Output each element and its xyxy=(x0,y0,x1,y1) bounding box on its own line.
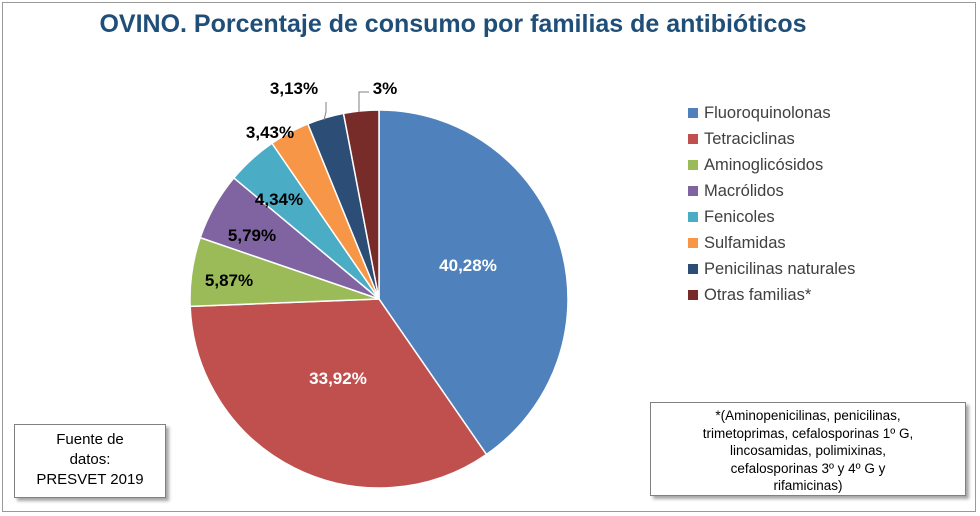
legend-swatch xyxy=(688,108,698,118)
footnote-line: cefalosporinas 3º y 4º G y xyxy=(730,460,886,476)
footnote-line: rifamicinas) xyxy=(773,478,843,493)
footnote-box: *(Aminopenicilinas, penicilinas, trimeto… xyxy=(650,402,966,496)
pie-slice-fluoroquinolonas xyxy=(378,109,569,456)
legend-swatch xyxy=(688,238,698,248)
data-label: 33,92% xyxy=(309,369,367,388)
chart-title: OVINO. Porcentaje de consumo por familia… xyxy=(99,10,807,38)
data-label: 3% xyxy=(373,79,398,98)
legend: Fluoroquinolonas Tetraciclinas Aminoglicós… xyxy=(688,100,855,308)
legend-item: Tetraciclinas xyxy=(688,126,855,152)
legend-item: Penicilinas naturales xyxy=(688,256,855,282)
legend-item: Fenicoles xyxy=(688,204,855,230)
data-label: 40,28% xyxy=(439,256,497,275)
legend-item: Aminoglicósidos xyxy=(688,152,855,178)
legend-label: Fenicoles xyxy=(704,207,775,226)
legend-swatch xyxy=(688,134,698,144)
source-line: datos: xyxy=(69,451,111,468)
legend-label: Penicilinas naturales xyxy=(704,259,856,278)
data-label: 3,43% xyxy=(246,123,294,142)
legend-swatch xyxy=(688,290,698,300)
legend-label: Otras familias* xyxy=(704,285,812,304)
legend-label: Fluoroquinolonas xyxy=(704,103,831,122)
footnote-line: *(Aminopenicilinas, penicilinas, xyxy=(715,408,901,423)
data-label: 4,34% xyxy=(255,190,303,209)
legend-swatch xyxy=(688,212,698,222)
pie-slice-otras-familias xyxy=(342,109,380,300)
legend-swatch xyxy=(688,186,698,196)
pie-slice-tetraciclinas xyxy=(189,298,488,489)
source-line: PRESVET 2019 xyxy=(36,471,144,488)
footnote-line: lincosamidas, polimixinas, xyxy=(729,443,887,458)
data-label: 5,87% xyxy=(205,271,253,290)
legend-item: Fluoroquinolonas xyxy=(688,100,855,126)
footnote-line: trimetoprimas, cefalosporinas 1º G, xyxy=(702,425,914,441)
leader-line xyxy=(323,102,327,121)
data-label: 3,13% xyxy=(270,79,318,98)
legend-swatch xyxy=(688,264,698,274)
legend-label: Sulfamidas xyxy=(704,233,786,252)
legend-label: Tetraciclinas xyxy=(704,129,795,148)
legend-item: Macrólidos xyxy=(688,178,855,204)
legend-label: Macrólidos xyxy=(704,181,784,200)
legend-label: Aminoglicósidos xyxy=(704,155,824,174)
leader-line xyxy=(358,91,369,112)
data-label: 5,79% xyxy=(228,226,276,245)
legend-item: Sulfamidas xyxy=(688,230,855,256)
source-box: Fuente de datos: PRESVET 2019 xyxy=(14,424,166,498)
legend-item: Otras familias* xyxy=(688,282,855,308)
legend-swatch xyxy=(688,160,698,170)
source-line: Fuente de xyxy=(56,431,124,448)
